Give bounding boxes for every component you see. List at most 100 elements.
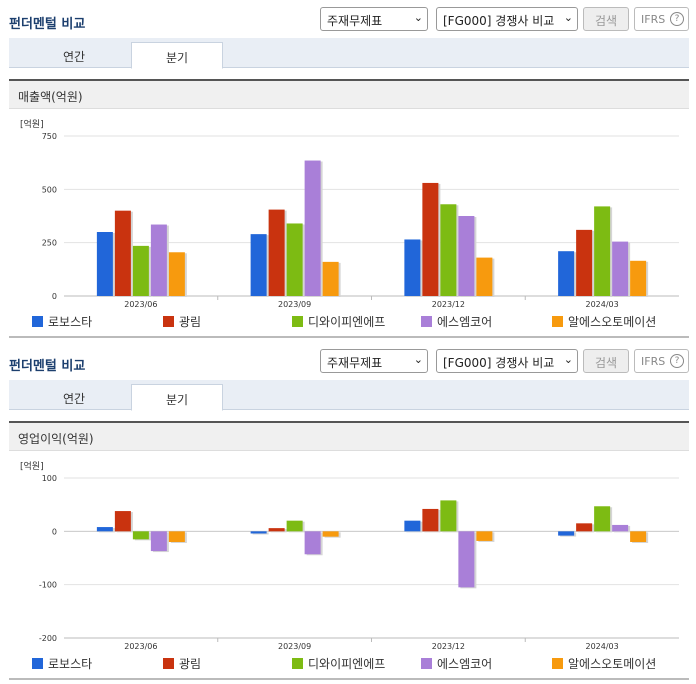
bar[interactable] [150, 531, 167, 552]
x-tick-label: 2024/03 [586, 642, 619, 651]
bar[interactable] [286, 223, 303, 296]
legend-item[interactable]: 에스엠코어 [421, 313, 492, 330]
bar[interactable] [440, 204, 457, 296]
bar[interactable] [268, 528, 285, 532]
bar[interactable] [476, 257, 493, 296]
search-button[interactable]: 검색 [583, 7, 629, 31]
statement-type-select[interactable]: 주재무제표 ⌄ [320, 349, 428, 373]
x-tick-label: 2023/09 [278, 642, 311, 651]
legend-swatch [32, 658, 43, 669]
tab-annual[interactable]: 연간 [62, 50, 86, 64]
help-icon: ? [670, 12, 684, 26]
bar[interactable] [322, 531, 339, 537]
legend-item[interactable]: 로보스타 [32, 313, 92, 330]
ifrs-label: IFRS [641, 355, 666, 368]
legend-label: 디와이피엔에프 [308, 657, 386, 671]
statement-type-value: 주재무제표 [327, 356, 383, 370]
fundamental-section-revenue: 펀더멘털 비교 주재무제표 ⌄ [FG000] 경쟁사 비교 ⌄ 검색 IFRS… [9, 7, 689, 338]
bar[interactable] [458, 531, 475, 588]
bar[interactable] [558, 531, 575, 536]
section-title: 펀더멘털 비교 [9, 17, 86, 32]
ifrs-help-button[interactable]: IFRS ? [634, 349, 689, 373]
bar[interactable] [594, 506, 611, 532]
y-tick-label: -100 [39, 581, 57, 590]
bar[interactable] [612, 524, 629, 532]
bar[interactable] [322, 261, 339, 296]
legend-item[interactable]: 광림 [163, 655, 201, 672]
legend-swatch [163, 316, 174, 327]
bar[interactable] [612, 241, 629, 296]
x-tick-label: 2023/09 [278, 300, 311, 309]
bar[interactable] [114, 511, 131, 532]
tab-annual[interactable]: 연간 [62, 392, 86, 406]
bar[interactable] [132, 531, 149, 540]
bar[interactable] [404, 520, 421, 532]
legend-label: 로보스타 [48, 657, 93, 671]
fundamental-section-operating-profit: 펀더멘털 비교 주재무제표 ⌄ [FG000] 경쟁사 비교 ⌄ 검색 IFRS… [0, 342, 696, 684]
comparison-group-select[interactable]: [FG000] 경쟁사 비교 ⌄ [436, 7, 578, 31]
chevron-down-icon: ⌄ [563, 11, 573, 24]
bar[interactable] [132, 245, 149, 296]
y-tick-label: -200 [39, 634, 57, 643]
bar[interactable] [458, 216, 475, 296]
bar[interactable] [630, 260, 647, 296]
legend-item[interactable]: 로보스타 [32, 655, 92, 672]
legend-item[interactable]: 알에스오토메이션 [552, 655, 656, 672]
x-tick-label: 2024/03 [586, 300, 619, 309]
operating-profit-bar-chart: -200 -100 0 100 2023/06 2023/09 2023/12 2024/03 [39, 474, 679, 651]
section-divider [9, 678, 689, 680]
legend-swatch [552, 316, 563, 327]
tab-quarterly[interactable]: 분기 [131, 42, 223, 69]
ifrs-help-button[interactable]: IFRS ? [634, 7, 689, 31]
legend-item[interactable]: 광림 [163, 313, 201, 330]
legend-item[interactable]: 에스엠코어 [421, 655, 492, 672]
bar[interactable] [422, 182, 439, 296]
bar[interactable] [268, 209, 285, 296]
bar[interactable] [576, 523, 593, 532]
tab-quarterly[interactable]: 분기 [131, 384, 223, 411]
ifrs-label: IFRS [641, 13, 666, 26]
statement-type-select[interactable]: 주재무제표 ⌄ [320, 7, 428, 31]
legend-swatch [421, 658, 432, 669]
chevron-down-icon: ⌄ [413, 11, 423, 24]
bar[interactable] [304, 160, 321, 296]
search-button[interactable]: 검색 [583, 349, 629, 373]
y-tick-label: 500 [42, 185, 57, 194]
help-icon: ? [670, 354, 684, 368]
period-tabs: 연간 분기 [9, 38, 689, 69]
x-tick-label: 2023/12 [432, 300, 465, 309]
comparison-group-value: [FG000] 경쟁사 비교 [443, 356, 555, 370]
bar[interactable] [558, 251, 575, 296]
bar[interactable] [594, 206, 611, 296]
x-tick-label: 2023/06 [124, 642, 157, 651]
legend-label: 디와이피엔에프 [308, 315, 386, 329]
bar[interactable] [250, 234, 267, 296]
y-tick-label: 750 [42, 132, 57, 141]
bar[interactable] [476, 531, 493, 541]
bar[interactable] [304, 531, 321, 555]
bar[interactable] [404, 239, 421, 296]
y-axis-unit: [억원] [20, 462, 44, 472]
bar[interactable] [150, 224, 167, 296]
y-axis-unit: [억원] [20, 120, 44, 130]
bar[interactable] [286, 520, 303, 532]
legend-item[interactable]: 알에스오토메이션 [552, 313, 656, 330]
legend-item[interactable]: 디와이피엔에프 [292, 313, 385, 330]
bar[interactable] [96, 527, 113, 532]
comparison-group-select[interactable]: [FG000] 경쟁사 비교 ⌄ [436, 349, 578, 373]
legend-item[interactable]: 디와이피엔에프 [292, 655, 385, 672]
bar[interactable] [576, 229, 593, 296]
bar[interactable] [114, 210, 131, 296]
bar[interactable] [168, 252, 185, 296]
bar[interactable] [250, 531, 267, 534]
bar[interactable] [440, 500, 457, 532]
bar[interactable] [422, 508, 439, 532]
revenue-bar-chart: 0 250 500 750 2023/06 2023/09 2023/12 2024/03 [42, 132, 679, 309]
x-tick-label: 2023/06 [124, 300, 157, 309]
bar[interactable] [630, 531, 647, 542]
legend-swatch [421, 316, 432, 327]
bar[interactable] [96, 232, 113, 296]
bar[interactable] [168, 531, 185, 542]
comparison-group-value: [FG000] 경쟁사 비교 [443, 14, 555, 28]
legend-label: 에스엠코어 [437, 657, 493, 671]
